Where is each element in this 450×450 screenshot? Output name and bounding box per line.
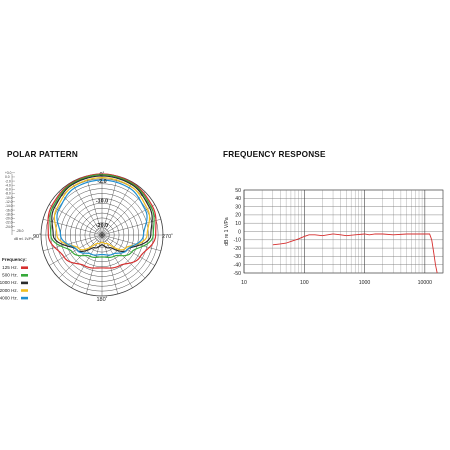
freq-response-line bbox=[272, 233, 438, 274]
polar-spoke bbox=[49, 234, 103, 266]
polar-spoke bbox=[101, 234, 155, 266]
scale-value: 0.0 bbox=[5, 175, 10, 179]
polar-spoke bbox=[43, 219, 103, 236]
polar-spoke bbox=[101, 234, 161, 251]
polar-ring-label: -20.0 bbox=[96, 223, 108, 229]
freq-y-tick-label: -20 bbox=[234, 246, 242, 252]
polar-spoke bbox=[71, 182, 103, 236]
legend-label: 4000 Hz. bbox=[0, 295, 18, 300]
legend-label: 500 Hz. bbox=[2, 273, 18, 278]
polar-spoke bbox=[43, 234, 103, 251]
polar-spoke bbox=[101, 204, 155, 236]
freq-y-tick-label: 30 bbox=[235, 204, 241, 210]
angle-label-0: 0˚ bbox=[100, 171, 105, 178]
freq-y-tick-label: -10 bbox=[234, 238, 242, 244]
legend-title: Frequency: bbox=[2, 257, 27, 262]
angle-label-270: 270˚ bbox=[162, 233, 173, 240]
polar-curve-2000hz bbox=[53, 177, 151, 251]
polar-pattern-title: POLAR PATTERN bbox=[7, 150, 78, 159]
scale-value: -6.0 bbox=[5, 188, 11, 192]
polar-scale-label: dB rel. 1V/Pa bbox=[14, 237, 34, 241]
freq-x-tick-label: 10 bbox=[241, 280, 247, 286]
polar-spoke bbox=[101, 191, 146, 236]
polar-curve-4000hz bbox=[56, 179, 148, 256]
freq-y-tick-label: 50 bbox=[235, 188, 241, 194]
freq-x-tick-label: 10000 bbox=[418, 280, 433, 286]
freq-x-tick-label: 100 bbox=[300, 280, 309, 286]
freq-y-tick-label: -30 bbox=[234, 254, 242, 260]
angle-label-180: 180˚ bbox=[96, 296, 107, 303]
polar-spoke bbox=[58, 234, 103, 279]
polar-ring-labels: -2.0 -10.0 -20.0 bbox=[96, 179, 108, 229]
polar-spoke bbox=[101, 176, 118, 236]
legend-swatch bbox=[21, 274, 28, 277]
legend-swatch bbox=[21, 281, 28, 285]
polar-curve-500hz bbox=[49, 174, 155, 259]
scale-value: -4.0 bbox=[5, 183, 11, 187]
scale-value: -10.0 bbox=[5, 196, 13, 200]
scale-value: -20.0 bbox=[5, 217, 13, 221]
scale-value: -12.0 bbox=[5, 200, 13, 204]
polar-spoke bbox=[49, 204, 103, 236]
polar-spoke bbox=[101, 182, 133, 236]
freq-x-tick-label: 1000 bbox=[359, 280, 371, 286]
legend-swatch bbox=[21, 296, 28, 300]
legend-label: 125 Hz. bbox=[2, 265, 18, 270]
freq-y-tick-label: 10 bbox=[235, 221, 241, 227]
polar-grid bbox=[40, 173, 164, 297]
freq-y-tick-label: 40 bbox=[235, 196, 241, 202]
polar-curves bbox=[47, 173, 157, 269]
scale-value: -16.0 bbox=[5, 208, 13, 212]
scale-value: -8.0 bbox=[5, 192, 11, 196]
polar-spoke bbox=[86, 176, 103, 236]
scale-value: -18.0 bbox=[5, 212, 13, 216]
legend-label: 1000 Hz. bbox=[0, 280, 18, 285]
freq-y-tick-label: 0 bbox=[238, 229, 241, 235]
legend-swatch bbox=[21, 266, 28, 269]
freq-y-tick-labels: 50 40 30 20 10 0 -10 -20 -30 -40 -50 bbox=[234, 188, 242, 277]
polar-ring-label: -10.0 bbox=[96, 198, 108, 204]
freq-y-tick-label: -40 bbox=[234, 263, 242, 269]
freq-grid bbox=[243, 189, 444, 274]
polar-spoke bbox=[86, 234, 103, 294]
scale-value: -25.0 bbox=[16, 229, 24, 233]
legend-label: 2000 Hz. bbox=[0, 288, 18, 293]
scale-value: +3.0 bbox=[5, 171, 12, 175]
freq-y-axis-label: dB re 1 V/Pa bbox=[224, 217, 230, 246]
scale-value: -24.0 bbox=[5, 225, 13, 229]
polar-spoke bbox=[101, 219, 161, 236]
freq-y-tick-label: 20 bbox=[235, 213, 241, 219]
angle-label-90: 90˚ bbox=[33, 233, 41, 240]
polar-scale: +3.00.0-2.0-4.0-6.0-8.0-10.0-12.0-14.0-1… bbox=[5, 171, 24, 235]
polar-ring-label: -2.0 bbox=[97, 179, 106, 185]
polar-spoke bbox=[58, 191, 103, 236]
frequency-response-title: FREQUENCY RESPONSE bbox=[223, 150, 326, 159]
scale-value: -14.0 bbox=[5, 204, 13, 208]
freq-x-tick-labels: 10 100 1000 10000 bbox=[241, 280, 432, 286]
scale-value: -22.0 bbox=[5, 221, 13, 225]
freq-y-tick-label: -50 bbox=[234, 271, 242, 277]
polar-curve-1000hz bbox=[51, 175, 153, 253]
polar-curve-125hz bbox=[47, 173, 157, 269]
scale-value: -2.0 bbox=[5, 179, 11, 183]
legend-swatch bbox=[21, 289, 28, 292]
polar-legend: 125 Hz. 500 Hz. 1000 Hz. 2000 Hz. 4000 Hz. bbox=[0, 265, 28, 300]
polar-spoke bbox=[101, 234, 146, 279]
polar-spoke bbox=[101, 234, 118, 294]
